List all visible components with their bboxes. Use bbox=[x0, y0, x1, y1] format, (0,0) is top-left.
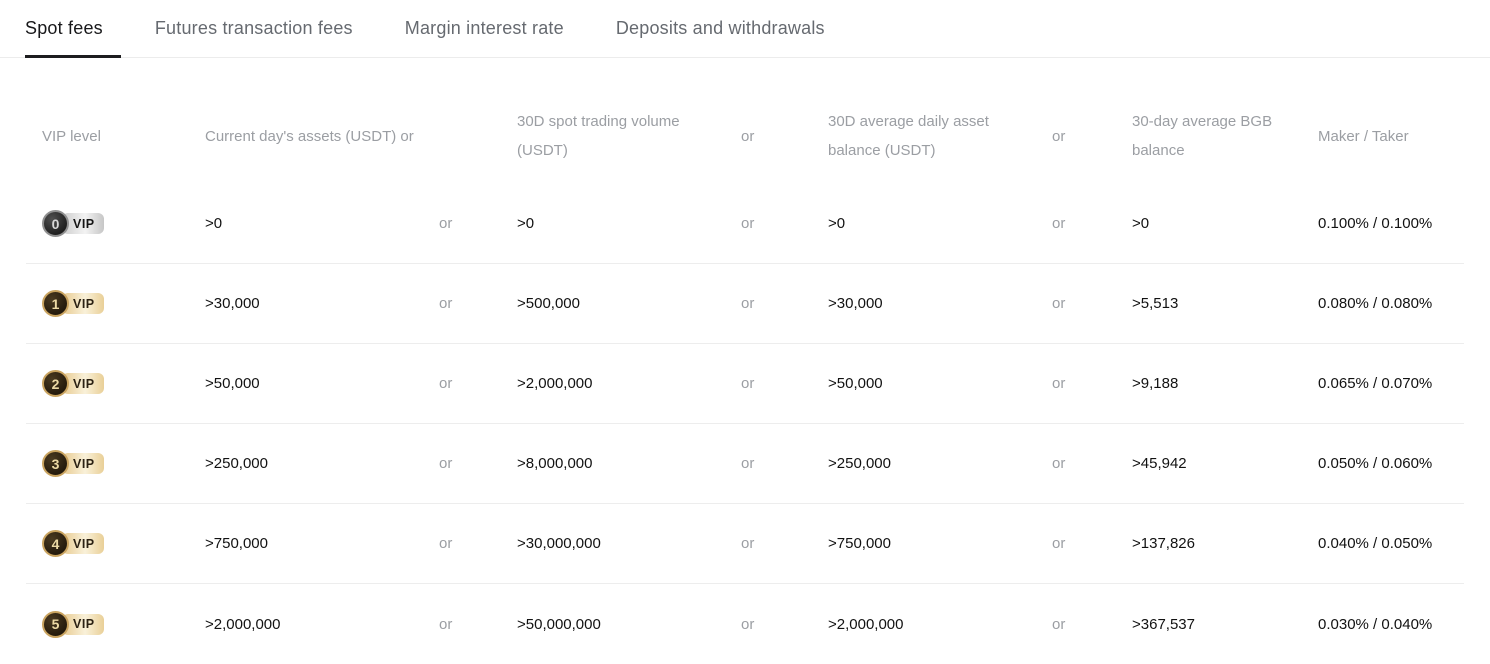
or-separator: or bbox=[439, 295, 453, 312]
bgb-balance-value: >9,188 bbox=[1132, 375, 1179, 392]
current-day-assets-value: >250,000 bbox=[205, 455, 268, 472]
or-separator: or bbox=[741, 455, 755, 472]
maker-taker-value: 0.080% / 0.080% bbox=[1318, 295, 1433, 312]
maker-taker-value: 0.100% / 0.100% bbox=[1318, 215, 1433, 232]
vip-pill-label: VIP bbox=[62, 373, 104, 394]
bgb-balance-value: >367,537 bbox=[1132, 615, 1195, 633]
maker-taker-value: 0.040% / 0.050% bbox=[1318, 535, 1433, 552]
or-separator: or bbox=[741, 615, 755, 633]
spot-volume-value: >2,000,000 bbox=[517, 375, 593, 392]
vip-level-badge: 1 VIP bbox=[42, 290, 104, 317]
col-header-maker-taker: Maker / Taker bbox=[1318, 127, 1409, 145]
current-day-assets-value: >30,000 bbox=[205, 295, 260, 312]
or-separator: or bbox=[439, 455, 453, 472]
vip-level-number: 1 bbox=[42, 290, 69, 317]
tab-spot-fees[interactable]: Spot fees bbox=[25, 0, 121, 58]
bgb-balance-value: >137,826 bbox=[1132, 535, 1195, 552]
current-day-assets-value: >0 bbox=[205, 215, 223, 232]
daily-asset-balance-value: >2,000,000 bbox=[828, 615, 904, 633]
col-header-current-day-assets: Current day's assets (USDT) or bbox=[205, 127, 414, 145]
maker-taker-value: 0.065% / 0.070% bbox=[1318, 375, 1433, 392]
col-header-vip-level: VIP level bbox=[42, 127, 101, 145]
tab-deposits-and-withdrawals[interactable]: Deposits and withdrawals bbox=[615, 18, 825, 38]
vip-pill-label: VIP bbox=[62, 293, 104, 314]
current-day-assets-value: >750,000 bbox=[205, 535, 268, 552]
fees-tab-bar: Spot fees Futures transaction fees Margi… bbox=[0, 0, 1490, 58]
current-day-assets-value: >50,000 bbox=[205, 375, 260, 392]
daily-asset-balance-value: >0 bbox=[828, 215, 846, 232]
table-header-row: VIP level Current day's assets (USDT) or… bbox=[26, 88, 1464, 184]
vip-level-number: 3 bbox=[42, 450, 69, 477]
table-row-vip2: 2 VIP >50,000 or >2,000,000 or >50,000 o… bbox=[26, 344, 1464, 424]
or-separator: or bbox=[741, 375, 755, 392]
daily-asset-balance-value: >250,000 bbox=[828, 455, 891, 472]
vip-level-badge: 4 VIP bbox=[42, 530, 104, 557]
or-separator: or bbox=[439, 375, 453, 392]
spot-volume-value: >8,000,000 bbox=[517, 455, 593, 472]
or-separator: or bbox=[741, 535, 755, 552]
tab-futures-transaction-fees[interactable]: Futures transaction fees bbox=[154, 18, 353, 38]
vip-level-number: 4 bbox=[42, 530, 69, 557]
spot-volume-value: >30,000,000 bbox=[517, 535, 601, 552]
vip-pill-label: VIP bbox=[62, 533, 104, 554]
bgb-balance-value: >5,513 bbox=[1132, 295, 1179, 312]
col-header-or-2: or bbox=[741, 127, 755, 145]
or-separator: or bbox=[1052, 215, 1066, 232]
bgb-balance-value: >45,942 bbox=[1132, 455, 1187, 472]
table-row-vip0: 0 VIP >0 or >0 or >0 or >0 0.100% / 0.10… bbox=[26, 184, 1464, 264]
bgb-balance-value: >0 bbox=[1132, 215, 1150, 232]
vip-level-number: 2 bbox=[42, 370, 69, 397]
or-separator: or bbox=[1052, 535, 1066, 552]
vip-level-badge: 2 VIP bbox=[42, 370, 104, 397]
col-header-daily-asset-balance: 30D average daily asset balance (USDT) bbox=[828, 113, 989, 159]
or-separator: or bbox=[1052, 375, 1066, 392]
table-row-vip3: 3 VIP >250,000 or >8,000,000 or >250,000… bbox=[26, 424, 1464, 504]
vip-level-badge: 5 VIP bbox=[42, 610, 104, 638]
current-day-assets-value: >2,000,000 bbox=[205, 615, 281, 633]
spot-volume-value: >500,000 bbox=[517, 295, 580, 312]
daily-asset-balance-value: >750,000 bbox=[828, 535, 891, 552]
daily-asset-balance-value: >30,000 bbox=[828, 295, 883, 312]
daily-asset-balance-value: >50,000 bbox=[828, 375, 883, 392]
or-separator: or bbox=[439, 615, 453, 633]
col-header-or-3: or bbox=[1052, 127, 1066, 145]
col-header-bgb-balance: 30-day average BGB balance bbox=[1132, 113, 1273, 159]
vip-level-number: 0 bbox=[42, 210, 69, 237]
vip-pill-label: VIP bbox=[62, 453, 104, 474]
tab-margin-interest-rate[interactable]: Margin interest rate bbox=[404, 18, 564, 38]
vip-level-number: 5 bbox=[42, 610, 69, 638]
or-separator: or bbox=[439, 535, 453, 552]
maker-taker-value: 0.050% / 0.060% bbox=[1318, 455, 1433, 472]
vip-pill-label: VIP bbox=[62, 613, 104, 635]
spot-volume-value: >50,000,000 bbox=[517, 615, 601, 633]
or-separator: or bbox=[1052, 615, 1066, 633]
vip-level-badge: 3 VIP bbox=[42, 450, 104, 477]
or-separator: or bbox=[1052, 295, 1066, 312]
vip-pill-label: VIP bbox=[62, 213, 104, 234]
spot-volume-value: >0 bbox=[517, 215, 535, 232]
vip-level-badge: 0 VIP bbox=[42, 210, 104, 237]
or-separator: or bbox=[439, 215, 453, 232]
or-separator: or bbox=[741, 215, 755, 232]
table-row-vip1: 1 VIP >30,000 or >500,000 or >30,000 or … bbox=[26, 264, 1464, 344]
or-separator: or bbox=[1052, 455, 1066, 472]
or-separator: or bbox=[741, 295, 755, 312]
table-row-vip4: 4 VIP >750,000 or >30,000,000 or >750,00… bbox=[26, 504, 1464, 584]
maker-taker-value: 0.030% / 0.040% bbox=[1318, 615, 1433, 633]
table-row-vip5: 5 VIP >2,000,000 or >50,000,000 or >2,00… bbox=[26, 584, 1464, 664]
vip-fee-table: VIP level Current day's assets (USDT) or… bbox=[26, 88, 1464, 664]
col-header-spot-volume: 30D spot trading volume (USDT) bbox=[517, 113, 680, 159]
